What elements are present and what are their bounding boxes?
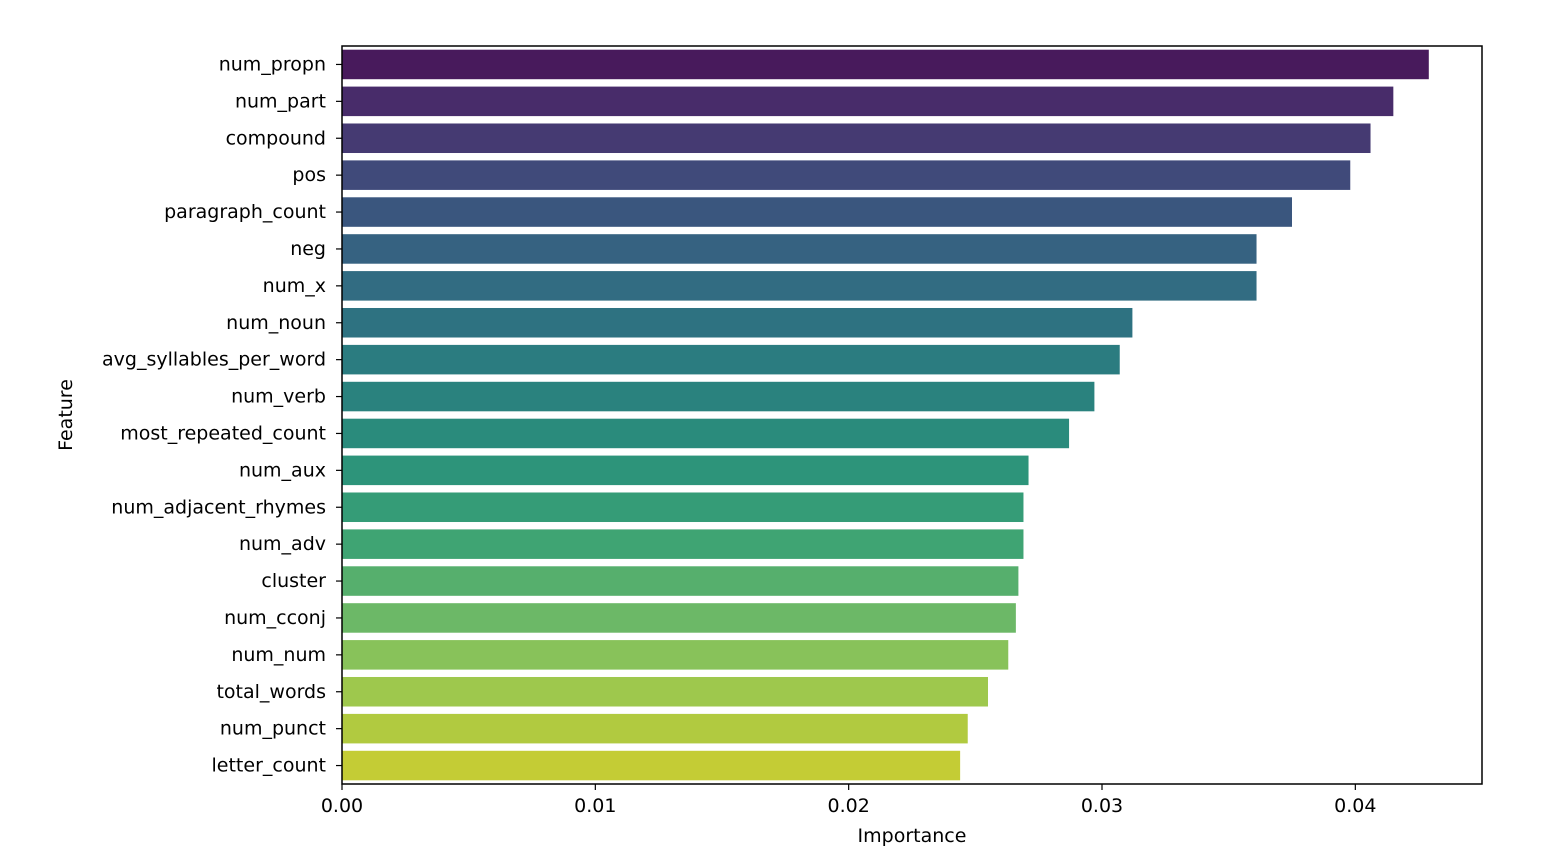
y-tick-label: num_punct (220, 718, 326, 740)
bar-num-propn (342, 49, 1429, 80)
y-tick-label: num_noun (226, 312, 326, 334)
x-tick-label: 0.02 (828, 795, 870, 817)
y-tick-label: most_repeated_count (120, 422, 326, 444)
y-tick-label: letter_count (212, 755, 326, 777)
bar-cluster (342, 566, 1019, 596)
bar-num-punct (342, 713, 968, 744)
y-tick-label: num_part (235, 90, 326, 112)
plot-frame (341, 45, 1483, 785)
y-tick-label: pos (292, 164, 326, 186)
x-tick-label: 0.03 (1081, 795, 1123, 817)
y-tick-label: num_propn (219, 53, 326, 75)
y-tick-label: paragraph_count (164, 201, 326, 223)
y-tick-label: total_words (216, 681, 326, 703)
bars-group (342, 49, 1429, 781)
y-tick-label: num_adjacent_rhymes (111, 496, 326, 518)
bar-num-num (342, 640, 1009, 670)
y-tick-label: avg_syllables_per_word (102, 349, 326, 371)
y-tick-label: num_x (263, 275, 326, 297)
bar-num-cconj (342, 603, 1016, 633)
y-axis-label: Feature (55, 379, 77, 451)
y-tick-label: num_num (231, 644, 326, 666)
bar-num-verb (342, 381, 1095, 412)
bar-num-adv (342, 529, 1024, 559)
y-axis-ticks: num_propn num_part compound pos paragraph_co… (102, 53, 342, 777)
x-axis-label: Importance (858, 825, 967, 847)
bar-avg-syllables-per-word (342, 344, 1120, 375)
bar-num-adjacent-rhymes (342, 492, 1024, 523)
bar-most-repeated-count (342, 418, 1070, 449)
bar-compound (342, 123, 1371, 154)
bar-num-x (342, 271, 1257, 301)
y-tick-label: num_cconj (224, 607, 326, 629)
bar-letter-count (342, 750, 961, 781)
x-axis-ticks: 0.00 0.01 0.02 0.03 0.04 (321, 784, 1376, 817)
y-tick-label: compound (226, 127, 326, 149)
x-tick-label: 0.04 (1334, 795, 1376, 817)
y-tick-label: num_verb (231, 386, 326, 408)
bar-num-aux (342, 455, 1029, 486)
x-tick-label: 0.00 (321, 795, 363, 817)
bar-total-words (342, 676, 988, 707)
y-tick-label: neg (290, 238, 326, 260)
y-tick-label: cluster (261, 570, 326, 592)
bar-neg (342, 234, 1257, 264)
bar-num-noun (342, 307, 1133, 338)
bar-pos (342, 160, 1351, 190)
bar-num-part (342, 86, 1394, 117)
bar-paragraph-count (342, 197, 1292, 227)
x-tick-label: 0.01 (574, 795, 616, 817)
y-tick-label: num_aux (239, 459, 326, 481)
y-tick-label: num_adv (239, 533, 326, 555)
